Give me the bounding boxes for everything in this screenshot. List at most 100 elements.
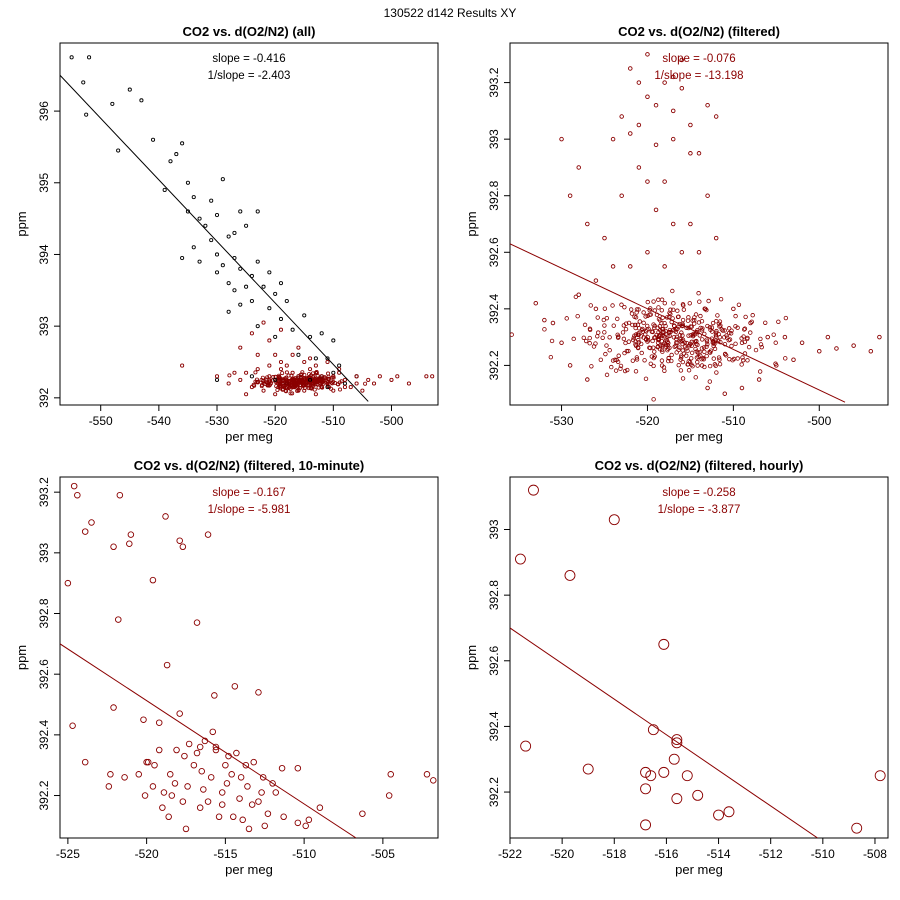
data-point	[680, 317, 686, 323]
data-point	[694, 338, 699, 344]
y-tick-label: 392.4	[487, 711, 501, 741]
data-point	[677, 345, 682, 350]
data-point	[742, 326, 748, 331]
data-point	[587, 326, 593, 332]
data-point	[679, 355, 684, 360]
data-point	[575, 313, 580, 319]
data-point	[694, 349, 699, 354]
data-point	[326, 377, 331, 382]
data-point	[313, 356, 318, 361]
data-point	[610, 358, 616, 363]
data-point	[294, 819, 302, 827]
data-point	[239, 816, 246, 824]
x-axis-label: per meg	[675, 429, 723, 444]
data-point	[212, 743, 220, 751]
y-tick-label: 392.6	[487, 645, 501, 675]
data-point	[604, 315, 610, 321]
data-point	[678, 368, 684, 373]
data-point	[717, 357, 722, 362]
data-point	[638, 334, 644, 339]
data-point	[705, 385, 710, 391]
data-point	[115, 616, 122, 623]
data-point	[269, 780, 276, 787]
data-point	[179, 798, 187, 805]
data-point	[620, 330, 626, 335]
data-point	[331, 388, 336, 393]
data-point	[670, 74, 676, 80]
data-point	[193, 749, 201, 757]
data-point	[696, 151, 702, 156]
data-point	[689, 343, 694, 348]
data-point	[704, 337, 709, 342]
data-point	[587, 341, 592, 346]
data-point	[212, 746, 220, 754]
data-point	[276, 373, 281, 378]
data-point	[377, 374, 382, 379]
slope-annotation: slope = -0.258	[662, 487, 735, 499]
data-point	[741, 334, 746, 339]
data-point	[254, 380, 259, 385]
data-point	[107, 771, 114, 778]
data-point	[280, 387, 285, 392]
data-point	[214, 374, 220, 379]
data-point	[284, 370, 289, 375]
data-point	[286, 373, 291, 378]
data-point	[267, 374, 272, 379]
data-point	[688, 151, 693, 156]
data-point	[296, 352, 301, 357]
y-tick-label: 392.6	[487, 237, 501, 267]
data-point	[756, 377, 762, 382]
data-point	[739, 340, 745, 346]
data-point	[342, 381, 348, 386]
data-point	[337, 363, 342, 368]
data-point	[278, 327, 284, 332]
data-point	[168, 792, 176, 799]
data-point	[181, 752, 188, 760]
data-point	[121, 774, 128, 781]
data-point	[698, 313, 703, 319]
data-point	[621, 336, 627, 342]
data-point	[255, 689, 262, 696]
data-point	[652, 354, 657, 359]
x-tick-label: -518	[602, 847, 626, 861]
data-point	[180, 255, 185, 261]
data-point	[585, 221, 590, 227]
data-point	[615, 359, 621, 365]
data-point	[716, 355, 722, 360]
data-point	[258, 789, 265, 796]
data-point	[773, 340, 778, 345]
data-point	[385, 792, 393, 799]
x-tick-label: -505	[371, 847, 395, 861]
data-point	[736, 302, 742, 307]
data-point	[209, 198, 214, 203]
data-point	[244, 370, 249, 375]
data-point	[632, 314, 637, 319]
data-point	[582, 763, 594, 775]
data-point	[649, 329, 655, 334]
data-point	[69, 722, 76, 730]
data-point	[652, 349, 657, 354]
data-point	[74, 491, 81, 499]
data-point	[717, 361, 723, 367]
data-point	[602, 330, 607, 335]
data-point	[168, 159, 173, 164]
data-point	[308, 334, 313, 339]
data-point	[232, 288, 237, 293]
data-point	[127, 87, 132, 92]
data-point	[424, 374, 429, 379]
data-point	[704, 339, 710, 344]
data-point	[874, 770, 886, 782]
data-point	[660, 349, 665, 354]
data-point	[653, 142, 659, 148]
data-point	[713, 114, 719, 119]
data-point	[296, 388, 301, 393]
data-point	[742, 339, 748, 345]
panel-title: CO2 vs. d(O2/N2) (filtered, hourly)	[595, 458, 804, 473]
data-point	[302, 377, 307, 382]
regression-line	[60, 74, 369, 402]
data-point	[669, 352, 674, 358]
data-point	[319, 331, 324, 336]
y-tick-label: 392.2	[487, 777, 501, 807]
plot-area	[510, 52, 882, 403]
data-point	[296, 345, 301, 350]
